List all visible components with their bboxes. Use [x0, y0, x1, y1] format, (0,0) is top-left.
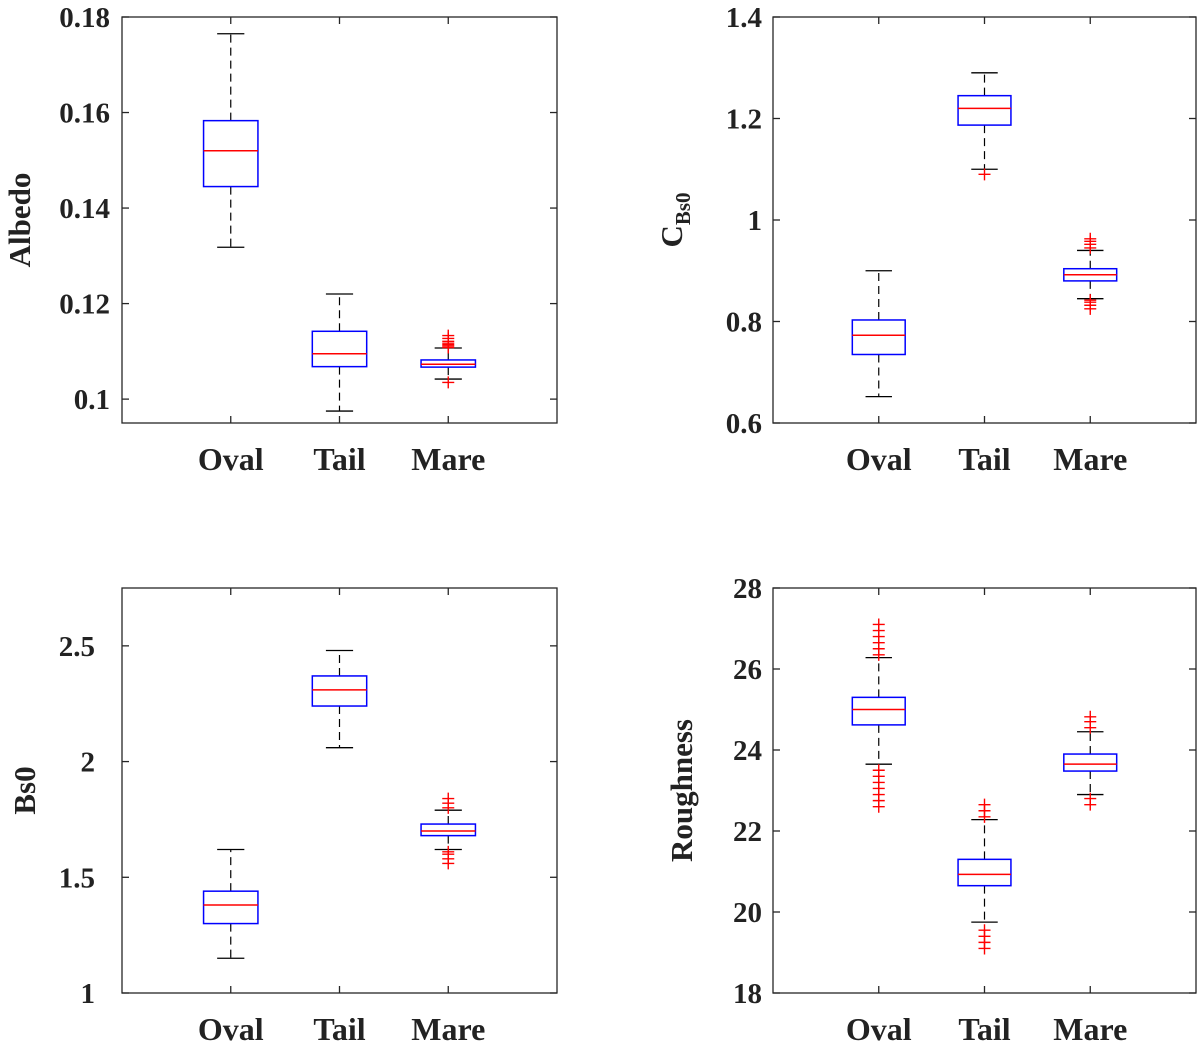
y-axis-title: Roughness — [664, 719, 699, 862]
iqr-box — [957, 858, 1012, 887]
category-label: Oval — [198, 441, 264, 477]
iqr-box — [1063, 753, 1118, 772]
iqr-box — [851, 696, 906, 726]
y-tick-label: 2.5 — [59, 631, 95, 663]
iqr-box — [202, 890, 259, 925]
outlier-marker — [1084, 294, 1097, 307]
box-tail: Tail — [311, 588, 368, 1046]
outlier-marker — [1084, 792, 1097, 805]
outlier-marker — [978, 798, 991, 811]
axes-frame — [121, 587, 558, 994]
category-label: Tail — [313, 441, 365, 477]
iqr-box — [957, 94, 1012, 126]
y-tick-label: 20 — [733, 897, 762, 929]
outlier-marker — [978, 924, 991, 937]
iqr-box — [311, 330, 368, 368]
box-oval: Oval — [198, 588, 264, 1046]
iqr-box — [202, 119, 259, 188]
y-tick-label: 1 — [748, 205, 763, 237]
box-mare: Mare — [1053, 17, 1127, 477]
iqr-box — [851, 319, 906, 356]
y-axis-title: CBs0 — [654, 192, 695, 247]
outlier-marker — [1084, 232, 1097, 245]
category-label: Tail — [958, 1011, 1010, 1046]
category-label: Tail — [958, 441, 1010, 477]
outlier-marker — [1084, 710, 1097, 723]
outlier-marker — [442, 376, 455, 389]
y-tick-label: 2 — [81, 747, 96, 779]
outlier-marker — [872, 764, 885, 777]
y-tick-label: 0.6 — [726, 408, 762, 440]
outlier-marker — [442, 845, 455, 858]
panel-cbs0: 0.6 0.8 1 1.2 1.4 CBs0 Oval Tail Mare — [654, 2, 1197, 477]
y-tick-label: 0.8 — [726, 307, 762, 339]
axes-frame — [121, 16, 558, 424]
category-label: Mare — [1053, 1011, 1127, 1046]
y-tick-label: 0.18 — [59, 2, 110, 34]
box-tail: Tail — [957, 17, 1012, 477]
y-axis-title: Bs0 — [7, 766, 42, 814]
y-tick-label: 1.2 — [726, 104, 762, 136]
category-label: Tail — [313, 1011, 365, 1046]
category-label: Oval — [198, 1011, 264, 1046]
category-label: Oval — [846, 441, 912, 477]
box-oval: Oval — [846, 588, 912, 1046]
panel-albedo: 0.1 0.12 0.14 0.16 0.18 Albedo Oval Tail Mare — [2, 2, 558, 477]
y-tick-label: 0.1 — [74, 384, 110, 416]
y-tick-label: 0.12 — [59, 289, 110, 321]
iqr-box — [311, 675, 368, 707]
box-mare: Mare — [1053, 588, 1127, 1046]
box-oval: Oval — [846, 17, 912, 477]
y-tick-label: 1.4 — [726, 2, 762, 34]
category-label: Mare — [1053, 441, 1127, 477]
y-tick-label: 0.16 — [59, 98, 110, 130]
outlier-marker — [978, 168, 991, 181]
box-mare: Mare — [411, 588, 485, 1046]
outlier-marker — [442, 792, 455, 805]
y-tick-label: 18 — [733, 978, 762, 1010]
y-tick-label: 1.5 — [59, 862, 95, 894]
y-tick-label: 0.14 — [59, 193, 110, 225]
iqr-box — [420, 823, 477, 837]
panel-bs0: 1 1.5 2 2.5 Bs0 Oval Tail Mare — [7, 587, 558, 1046]
box-mare: Mare — [411, 17, 485, 477]
box-tail: Tail — [311, 17, 368, 477]
category-label: Mare — [411, 441, 485, 477]
box-oval: Oval — [198, 17, 264, 477]
panel-roughness: 18 20 22 24 26 28 Roughness Oval Tail Mare — [664, 573, 1197, 1046]
y-tick-label: 1 — [81, 978, 96, 1010]
outlier-marker — [872, 618, 885, 631]
outlier-marker — [442, 329, 455, 342]
y-tick-label: 22 — [733, 816, 762, 848]
y-axis-title: Albedo — [2, 173, 37, 268]
category-label: Oval — [846, 1011, 912, 1046]
box-tail: Tail — [957, 588, 1012, 1046]
y-tick-label: 26 — [733, 654, 762, 686]
category-label: Mare — [411, 1011, 485, 1046]
y-axis-title-subscript: Bs0 — [671, 192, 695, 225]
y-tick-label: 24 — [733, 735, 762, 767]
y-tick-label: 28 — [733, 573, 762, 605]
